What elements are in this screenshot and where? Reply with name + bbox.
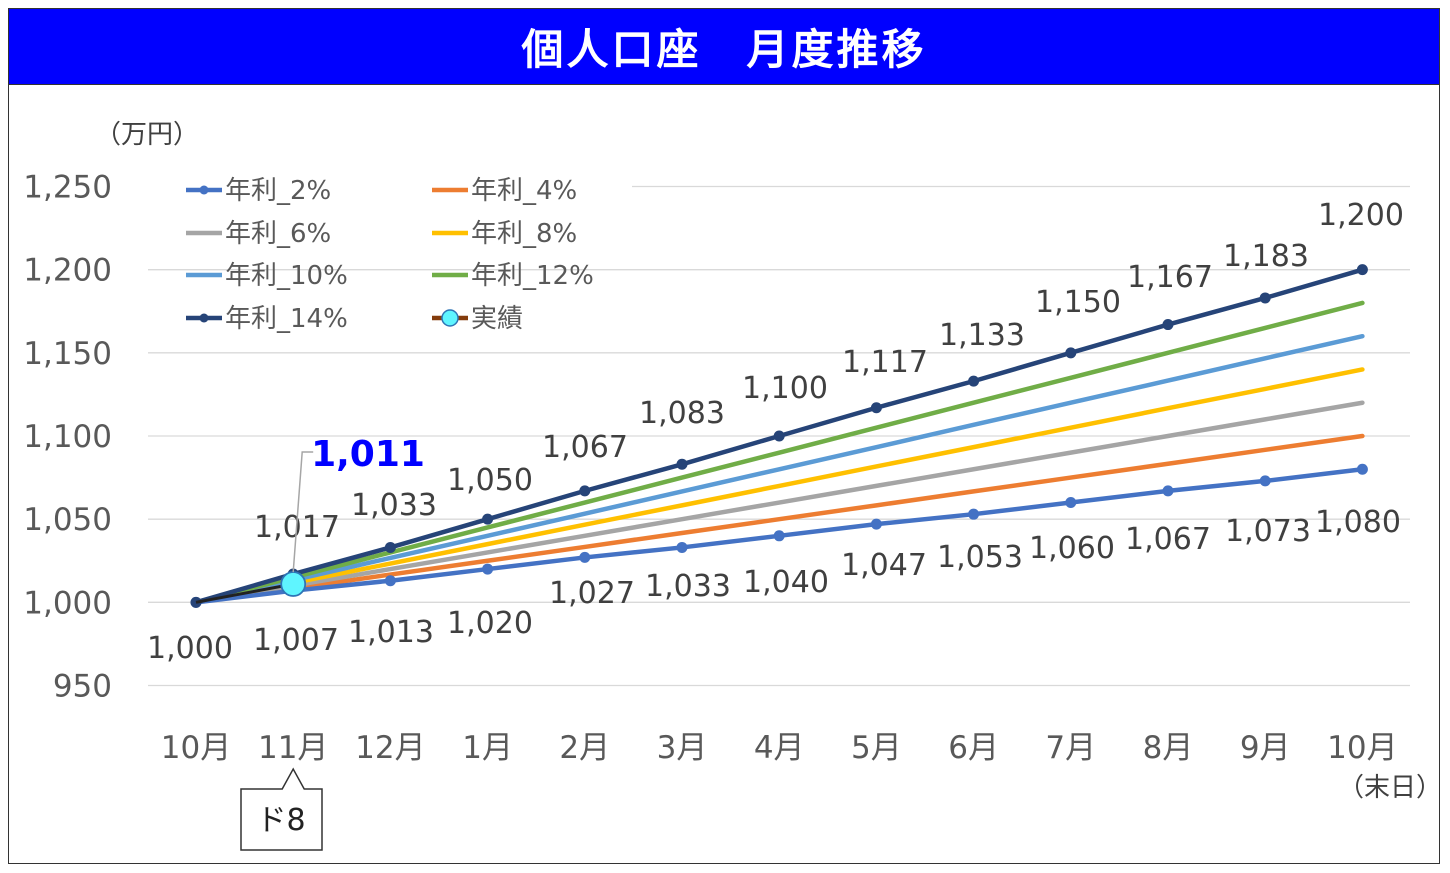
data-label: 1,050 [447, 463, 533, 498]
data-label: 1,150 [1035, 285, 1121, 320]
data-point [968, 508, 980, 520]
y-tick-label: 1,000 [23, 585, 112, 621]
data-point [1065, 347, 1077, 359]
data-label: 1,040 [743, 565, 829, 600]
data-point [384, 575, 396, 587]
data-label: 1,133 [939, 318, 1025, 353]
data-label: 1,020 [447, 606, 533, 641]
y-tick-label: 1,250 [23, 170, 112, 206]
x-tick-label: 1月 [462, 730, 513, 766]
x-tick-label: 10月 [161, 730, 231, 766]
data-label: 1,067 [1125, 522, 1211, 557]
x-tick-label: 5月 [851, 730, 902, 766]
data-label: 1,013 [348, 615, 434, 650]
data-label: 1,067 [542, 430, 628, 465]
data-point [1065, 497, 1077, 509]
data-point [482, 563, 494, 575]
data-label: 1,100 [742, 371, 828, 406]
x-tick-label: 6月 [948, 730, 999, 766]
data-label: 1,053 [937, 540, 1023, 575]
x-tick-label: 11月 [258, 730, 328, 766]
data-point [773, 530, 785, 542]
chart-title: 個人口座 月度推移 [521, 25, 927, 74]
data-label: 1,033 [645, 569, 731, 604]
series-line-年利_4% [193, 433, 1365, 605]
x-tick-label: 7月 [1045, 730, 1096, 766]
legend-label: 年利_4% [471, 176, 577, 206]
data-point [1259, 475, 1271, 487]
callout-label: ド8 [256, 803, 305, 838]
data-point [384, 541, 396, 553]
data-labels: 1,000 1,007 1,013 1,020 1,027 1,033 1,040 1,047… [147, 198, 1404, 666]
data-point [676, 541, 688, 553]
data-label: 1,000 [147, 631, 233, 666]
legend-label: 年利_12% [471, 261, 594, 291]
y-axis: 950 1,000 1,050 1,100 1,150 1,200 1,250 （万円） [23, 120, 199, 705]
data-label: 1,027 [549, 576, 635, 611]
legend-label: 年利_14% [225, 304, 348, 334]
callout-box [240, 767, 323, 851]
data-point [579, 551, 591, 563]
data-label: 1,060 [1029, 531, 1115, 566]
data-label: 1,083 [639, 396, 725, 431]
x-tick-label: 9月 [1240, 730, 1291, 766]
legend-marker [199, 313, 209, 323]
y-tick-label: 950 [53, 669, 112, 705]
data-point [1356, 264, 1368, 276]
data-point [482, 513, 494, 525]
actual-value-label: 1,011 [311, 434, 425, 475]
data-label: 1,080 [1315, 505, 1401, 540]
x-axis: 10月 11月 12月 1月 2月 3月 4月 5月 6月 7月 8月 9月 10月 （末日） [161, 730, 1442, 803]
legend-label: 年利_10% [225, 261, 348, 291]
legend-label: 実績 [471, 304, 523, 334]
data-point [1162, 485, 1174, 497]
data-label: 1,033 [351, 488, 437, 523]
series-line-年利_6% [193, 400, 1365, 605]
legend-marker [441, 309, 459, 327]
x-axis-note: （末日） [1338, 773, 1442, 803]
title-bar: 個人口座 月度推移 [9, 9, 1439, 85]
data-point [1259, 292, 1271, 304]
legend-label: 年利_2% [225, 176, 331, 206]
y-tick-label: 1,100 [23, 419, 112, 455]
data-label: 1,073 [1225, 514, 1311, 549]
data-point [870, 402, 882, 414]
series-line-actual [195, 582, 294, 604]
data-point [579, 485, 591, 497]
y-axis-unit: （万円） [95, 120, 199, 150]
x-tick-label: 3月 [657, 730, 708, 766]
legend-label: 年利_8% [471, 219, 577, 249]
data-label: 1,183 [1223, 239, 1309, 274]
leader-line [292, 451, 314, 573]
x-tick-label: 2月 [559, 730, 610, 766]
actual-data-point [280, 571, 307, 597]
annotations: 1,011 ド8 [240, 434, 425, 851]
x-tick-label: 4月 [754, 730, 805, 766]
y-tick-label: 1,200 [23, 253, 112, 289]
x-tick-label: 12月 [355, 730, 425, 766]
data-point [676, 458, 688, 470]
data-label: 1,200 [1318, 198, 1404, 233]
data-point [870, 518, 882, 530]
x-tick-label: 8月 [1143, 730, 1194, 766]
data-point [773, 430, 785, 442]
data-point [1162, 319, 1174, 331]
data-label: 1,167 [1127, 260, 1213, 295]
legend-marker [199, 185, 209, 195]
data-label: 1,007 [253, 623, 339, 658]
data-point [1356, 463, 1368, 475]
legend: 年利_2% 年利_4% 年利_6% 年利_8% 年利_10% 年利_12% 年利_14% 実績 [186, 176, 594, 334]
series-line-年利_10% [193, 333, 1365, 605]
data-label: 1,117 [842, 345, 928, 380]
data-label: 1,047 [841, 548, 927, 583]
series-lines [190, 264, 1368, 608]
y-tick-label: 1,050 [23, 502, 112, 538]
data-point [968, 375, 980, 387]
legend-label: 年利_6% [225, 219, 331, 249]
y-tick-label: 1,150 [23, 336, 112, 372]
series-line-年利_8% [193, 367, 1365, 605]
x-tick-label: 10月 [1327, 730, 1397, 766]
